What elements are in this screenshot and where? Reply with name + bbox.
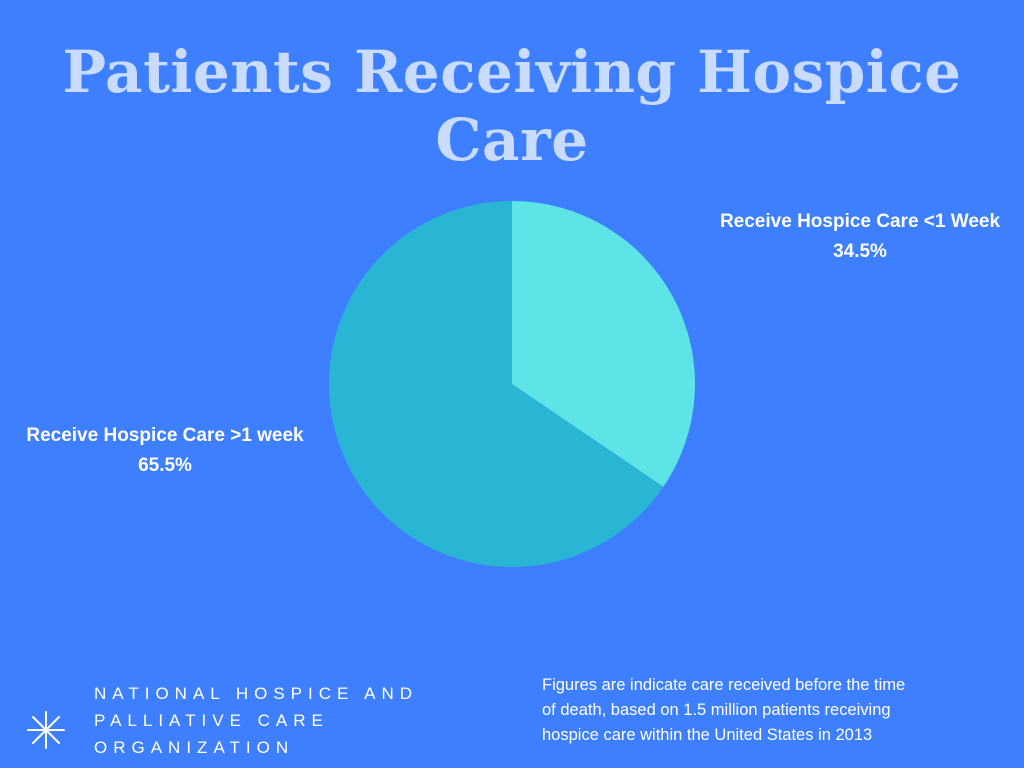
footnote-line: hospice care within the United States in… xyxy=(542,726,873,744)
organization-name-line: NATIONAL HOSPICE AND xyxy=(94,684,419,703)
slice-label-large: Receive Hospice Care >1 week 65.5% xyxy=(10,421,320,481)
pie-slice-over-1-week xyxy=(329,201,664,567)
pie-slice-under-1-week xyxy=(512,201,696,487)
organization-name: NATIONAL HOSPICE AND PALLIATIVE CARE ORG… xyxy=(94,680,418,761)
page-title: Patients Receiving Hospice Care xyxy=(62,38,962,174)
slice-label-large-text: Receive Hospice Care >1 week xyxy=(26,425,304,446)
slice-label-small: Receive Hospice Care <1 Week 34.5% xyxy=(700,207,1020,267)
footnote: Figures are indicate care received befor… xyxy=(542,673,1012,748)
asterisk-star-icon xyxy=(27,711,65,749)
pie-slices xyxy=(329,201,696,567)
slice-label-large-value: 65.5% xyxy=(138,455,192,476)
slice-label-small-value: 34.5% xyxy=(833,241,887,262)
organization-name-line: PALLIATIVE CARE xyxy=(94,711,329,730)
organization-name-line: ORGANIZATION xyxy=(94,738,295,757)
footnote-line: of death, based on 1.5 million patients … xyxy=(542,701,891,719)
slice-label-small-text: Receive Hospice Care <1 Week xyxy=(719,211,1001,232)
footnote-line: Figures are indicate care received befor… xyxy=(542,676,906,694)
